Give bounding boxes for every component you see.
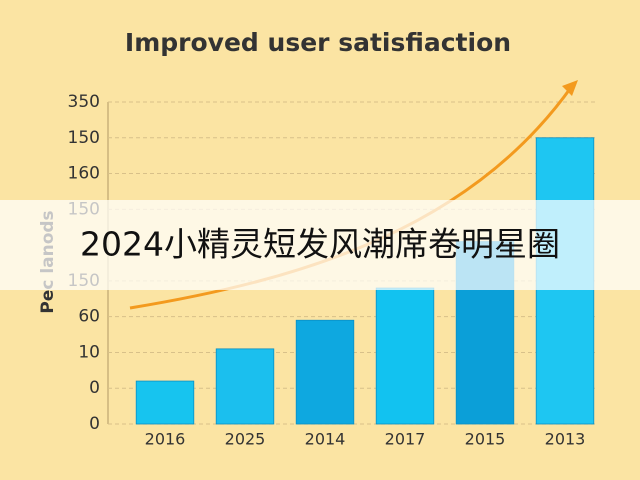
bar bbox=[295, 319, 355, 425]
x-tick-label: 2016 bbox=[145, 430, 186, 449]
x-tick-label: 2014 bbox=[305, 430, 346, 449]
y-tick-label: 350 bbox=[68, 92, 100, 112]
x-tick-label: 2013 bbox=[545, 430, 586, 449]
y-tick-label: 10 bbox=[78, 342, 100, 362]
y-tick-label: 60 bbox=[78, 307, 100, 327]
banner bbox=[0, 200, 640, 290]
y-tick-label: 0 bbox=[89, 378, 100, 398]
bar bbox=[375, 287, 435, 425]
bar bbox=[215, 348, 275, 425]
banner-text: 2024小精灵短发风潮席卷明星圈 bbox=[80, 225, 560, 264]
x-tick-label: 2025 bbox=[225, 430, 266, 449]
arrow-head bbox=[562, 80, 578, 96]
chart-title: Improved user satisfiaction bbox=[125, 28, 511, 57]
bar bbox=[135, 380, 195, 425]
y-tick-label: 150 bbox=[68, 128, 100, 148]
x-tick-label: 2015 bbox=[465, 430, 506, 449]
x-tick-label: 2017 bbox=[385, 430, 426, 449]
y-tick-label: 160 bbox=[68, 164, 100, 184]
y-tick-label: 0 bbox=[89, 414, 100, 434]
